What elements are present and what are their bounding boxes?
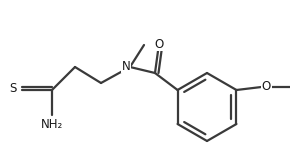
Text: O: O: [154, 38, 164, 51]
Text: O: O: [262, 81, 271, 94]
Text: S: S: [9, 82, 17, 95]
Text: N: N: [122, 60, 130, 73]
Text: NH₂: NH₂: [41, 119, 63, 132]
